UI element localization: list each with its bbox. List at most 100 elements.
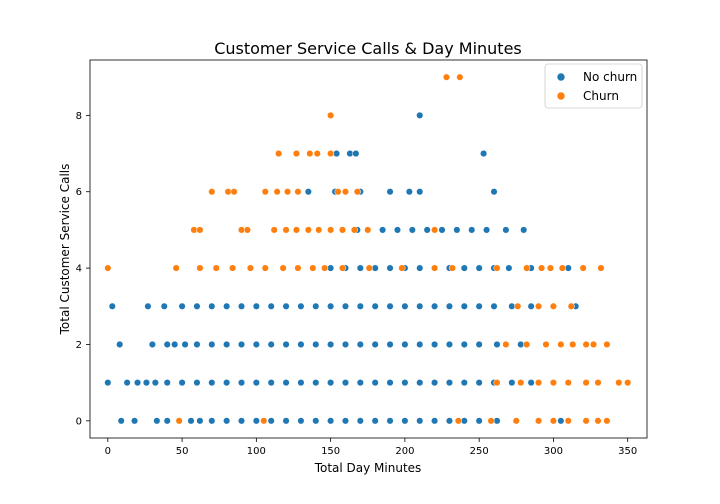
point-no-churn — [267, 417, 275, 425]
legend-marker-no-churn — [556, 72, 566, 82]
point-churn — [229, 264, 237, 272]
point-no-churn — [341, 302, 350, 310]
y-tick-label: 0 — [76, 416, 82, 427]
point-churn — [512, 417, 520, 425]
point-no-churn — [508, 302, 516, 310]
point-no-churn — [475, 264, 483, 272]
y-tick-label: 8 — [76, 111, 82, 122]
point-no-churn — [493, 340, 501, 349]
point-churn — [535, 302, 543, 310]
point-churn — [292, 226, 301, 234]
point-churn — [589, 340, 598, 349]
point-no-churn — [282, 417, 290, 425]
point-no-churn — [431, 340, 439, 349]
point-churn — [502, 340, 510, 349]
point-no-churn — [208, 379, 216, 387]
point-no-churn — [142, 379, 150, 387]
point-churn — [243, 226, 251, 234]
legend: No churn Churn — [544, 63, 643, 109]
point-no-churn — [297, 417, 305, 425]
point-churn — [315, 226, 323, 234]
point-no-churn — [408, 226, 416, 234]
point-no-churn — [386, 417, 394, 425]
legend-marker-churn — [556, 91, 566, 101]
point-no-churn — [312, 340, 320, 349]
point-no-churn — [144, 302, 152, 310]
point-churn — [282, 226, 290, 234]
point-no-churn — [431, 417, 439, 425]
point-no-churn — [341, 379, 350, 387]
point-no-churn — [453, 226, 461, 234]
point-no-churn — [133, 379, 142, 387]
point-no-churn — [151, 379, 159, 387]
point-no-churn — [267, 379, 275, 387]
point-churn — [196, 226, 204, 234]
point-no-churn — [416, 264, 424, 272]
point-no-churn — [327, 417, 335, 425]
point-churn — [246, 264, 254, 272]
point-no-churn — [131, 417, 139, 425]
x-tick-label: 350 — [618, 446, 637, 457]
y-tick-label: 6 — [76, 187, 82, 198]
point-no-churn — [431, 379, 439, 387]
point-churn — [523, 340, 531, 349]
point-no-churn — [187, 417, 195, 425]
point-churn — [517, 379, 525, 387]
point-no-churn — [371, 340, 379, 349]
point-churn — [334, 188, 342, 196]
point-no-churn — [401, 302, 409, 310]
point-no-churn — [267, 340, 275, 349]
point-churn — [624, 379, 632, 387]
point-no-churn — [520, 226, 528, 234]
x-tick-label: 300 — [544, 446, 563, 457]
point-churn — [279, 264, 287, 272]
y-axis: 0 2 4 6 8 — [76, 111, 90, 427]
point-no-churn — [341, 417, 350, 425]
point-churn — [615, 379, 623, 387]
point-churn — [208, 188, 216, 196]
point-no-churn — [527, 379, 535, 387]
point-churn — [294, 188, 302, 196]
point-no-churn — [371, 264, 379, 272]
point-churn — [275, 149, 283, 158]
point-churn — [327, 149, 335, 158]
point-no-churn — [416, 188, 424, 196]
point-no-churn — [371, 302, 379, 310]
point-no-churn — [460, 417, 468, 425]
point-no-churn — [527, 302, 535, 310]
point-no-churn — [223, 379, 231, 387]
point-no-churn — [352, 149, 360, 158]
point-no-churn — [401, 379, 409, 387]
point-no-churn — [327, 264, 335, 272]
point-no-churn — [445, 302, 454, 310]
point-no-churn — [405, 188, 413, 196]
point-no-churn — [123, 379, 131, 387]
point-no-churn — [356, 264, 364, 272]
point-no-churn — [431, 302, 439, 310]
point-no-churn — [267, 302, 275, 310]
point-churn — [456, 73, 464, 81]
point-no-churn — [356, 302, 364, 310]
y-axis-label: Total Customer Service Calls — [58, 164, 72, 336]
point-no-churn — [178, 302, 186, 310]
point-no-churn — [502, 226, 510, 234]
chart-title: Customer Service Calls & Day Minutes — [214, 39, 522, 58]
point-no-churn — [153, 417, 161, 425]
point-churn — [230, 188, 238, 196]
point-no-churn — [386, 188, 394, 196]
point-no-churn — [490, 302, 498, 310]
point-churn — [514, 302, 522, 310]
point-no-churn — [171, 340, 179, 349]
point-churn — [431, 264, 439, 272]
point-churn — [493, 264, 501, 272]
point-no-churn — [252, 302, 260, 310]
point-no-churn — [401, 340, 409, 349]
point-no-churn — [416, 302, 424, 310]
point-no-churn — [178, 379, 186, 387]
point-no-churn — [475, 417, 483, 425]
point-no-churn — [445, 340, 454, 349]
point-no-churn — [475, 379, 483, 387]
point-churn — [431, 226, 439, 234]
point-no-churn — [505, 264, 513, 272]
point-churn — [270, 226, 278, 234]
